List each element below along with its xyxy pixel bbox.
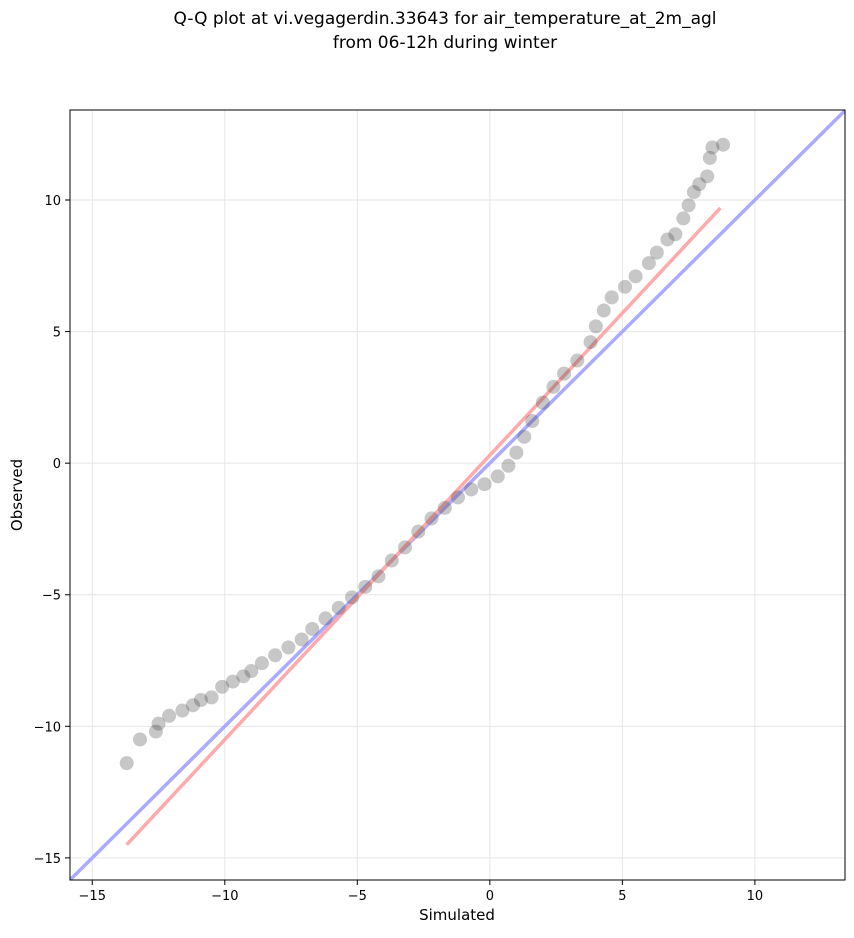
point xyxy=(268,648,283,663)
point xyxy=(119,756,134,771)
point xyxy=(546,379,561,394)
point xyxy=(225,674,240,689)
point xyxy=(681,198,696,213)
point xyxy=(437,500,452,515)
point xyxy=(294,632,309,647)
point xyxy=(451,490,466,505)
y-tick-label: 10 xyxy=(44,194,61,209)
chart-title: Q-Q plot at vi.vegagerdin.33643 for air_… xyxy=(173,9,716,29)
point xyxy=(700,169,715,184)
x-tick-label: 10 xyxy=(747,889,764,904)
point xyxy=(254,656,269,671)
point xyxy=(185,698,200,713)
point xyxy=(193,693,208,707)
chart-title: from 06-12h during winter xyxy=(333,33,557,53)
point xyxy=(162,708,177,723)
x-tick-label: 0 xyxy=(486,889,494,904)
point xyxy=(151,716,166,731)
point xyxy=(331,600,346,615)
y-tick-label: −5 xyxy=(42,589,61,604)
point xyxy=(596,303,611,318)
point xyxy=(236,669,251,684)
point xyxy=(535,395,550,410)
point xyxy=(175,703,190,718)
point xyxy=(570,353,585,368)
point xyxy=(424,511,439,526)
x-axis-label: Simulated xyxy=(419,906,495,924)
point xyxy=(244,664,259,679)
point xyxy=(371,569,386,584)
point xyxy=(358,579,373,594)
point xyxy=(649,245,664,260)
point xyxy=(668,227,683,242)
point xyxy=(628,269,643,284)
y-tick-label: 0 xyxy=(53,457,61,472)
y-tick-label: −10 xyxy=(34,720,61,735)
point xyxy=(604,290,619,305)
point xyxy=(702,150,717,165)
point xyxy=(705,140,720,155)
point xyxy=(477,477,492,492)
x-tick-label: −10 xyxy=(211,889,238,904)
point xyxy=(464,482,479,497)
point xyxy=(318,611,333,626)
point xyxy=(411,524,426,539)
point xyxy=(692,177,707,192)
point xyxy=(583,335,598,350)
point xyxy=(384,553,399,568)
point xyxy=(588,319,603,334)
reference-line xyxy=(125,206,722,846)
x-tick-label: −5 xyxy=(348,889,367,904)
point xyxy=(660,232,675,247)
point xyxy=(686,185,701,200)
point xyxy=(517,429,532,444)
point xyxy=(305,621,320,636)
point xyxy=(525,414,540,429)
point xyxy=(501,458,516,473)
point xyxy=(345,590,360,605)
point xyxy=(509,445,524,460)
reference-line xyxy=(70,110,845,880)
x-tick-label: 5 xyxy=(618,889,626,904)
point xyxy=(148,724,163,739)
point xyxy=(641,256,656,271)
point xyxy=(398,540,413,555)
y-tick-label: 5 xyxy=(53,326,61,341)
y-tick-label: −15 xyxy=(34,852,61,867)
point xyxy=(490,469,505,484)
plot-area xyxy=(70,110,845,880)
point xyxy=(676,211,691,226)
point xyxy=(132,732,147,747)
point xyxy=(618,279,633,294)
point xyxy=(281,640,296,655)
point xyxy=(557,366,572,381)
plot-frame xyxy=(69,109,846,881)
point xyxy=(204,690,219,705)
point xyxy=(716,137,731,152)
x-tick-label: −15 xyxy=(79,889,106,904)
y-axis-label: Observed xyxy=(8,459,26,531)
point xyxy=(215,679,230,694)
